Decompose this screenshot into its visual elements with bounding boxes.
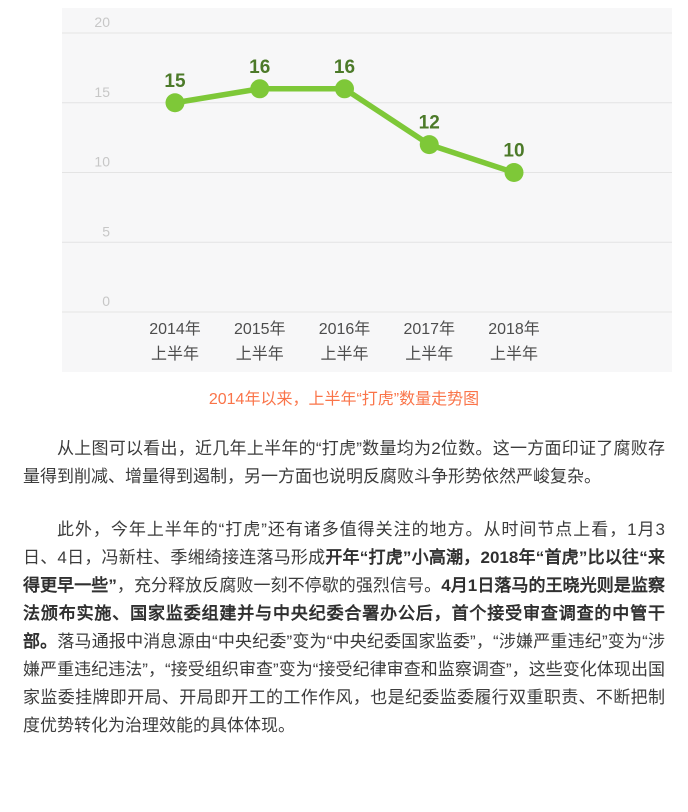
data-point-label: 16 <box>249 57 270 78</box>
data-point <box>165 93 185 113</box>
bold-text-run: 4月1日落马的王晓光则是监察法颁布实施、国家监委组建并与中央纪委合署办公后，首个… <box>23 576 665 651</box>
data-point-label: 15 <box>164 71 186 92</box>
data-point <box>419 135 439 155</box>
article-body: 从上图可以看出，近几年上半年的“打虎”数量均为2位数。这一方面印证了腐败存量得到… <box>23 435 665 740</box>
text-run: ，充分释放反腐败一刻不停歇的强烈信号。 <box>116 576 442 595</box>
y-tick-label: 15 <box>94 84 110 100</box>
y-tick-label: 20 <box>94 14 110 30</box>
bold-text-run: 开年“打虎”小高潮，2018年“首虎”比以往“来得更早一些” <box>23 548 665 595</box>
chart-caption: 2014年以来，上半年“打虎”数量走势图 <box>208 391 480 408</box>
article-page: 0 5 10 15 20 15 2014年上半年 16 2015年上半年 16 2016年上半年 12… <box>0 8 688 740</box>
data-point-label: 10 <box>503 141 524 162</box>
data-point-label: 16 <box>334 57 355 78</box>
x-axis-label: 2015年上半年 <box>234 320 286 363</box>
x-axis-label: 2014年上半年 <box>149 320 201 363</box>
y-tick-label: 10 <box>94 154 110 170</box>
y-tick-label: 5 <box>102 223 110 239</box>
y-tick-label: 0 <box>102 293 110 309</box>
x-axis-label: 2016年上半年 <box>319 320 371 363</box>
text-run: 此外，今年上半年的“打虎”还有诸多值得关注的地方。从时间节点上看，1月3日、4日… <box>23 520 665 567</box>
article-paragraph-1: 从上图可以看出，近几年上半年的“打虎”数量均为2位数。这一方面印证了腐败存量得到… <box>23 435 665 491</box>
article-paragraph-2: 此外，今年上半年的“打虎”还有诸多值得关注的地方。从时间节点上看，1月3日、4日… <box>23 516 665 740</box>
x-axis-label: 2017年上半年 <box>403 320 455 363</box>
data-point <box>504 163 524 182</box>
tiger-trend-chart: 0 5 10 15 20 15 2014年上半年 16 2015年上半年 16 2016年上半年 12… <box>62 8 672 372</box>
data-point-label: 12 <box>419 113 440 134</box>
data-point <box>335 79 354 99</box>
text-run: 从上图可以看出，近几年上半年的“打虎”数量均为2位数。这一方面印证了腐败存量得到… <box>23 439 665 486</box>
data-point <box>250 79 270 99</box>
trend-line <box>172 86 517 176</box>
line-chart-canvas: 0 5 10 15 20 15 2014年上半年 16 2015年上半年 16 2016年上半年 12… <box>62 14 672 363</box>
x-axis-label: 2018年上半年 <box>488 320 540 363</box>
text-run: 落马通报中消息源由“中央纪委”变为“中央纪委国家监委”，“涉嫌严重违纪”变为“涉… <box>23 632 665 735</box>
